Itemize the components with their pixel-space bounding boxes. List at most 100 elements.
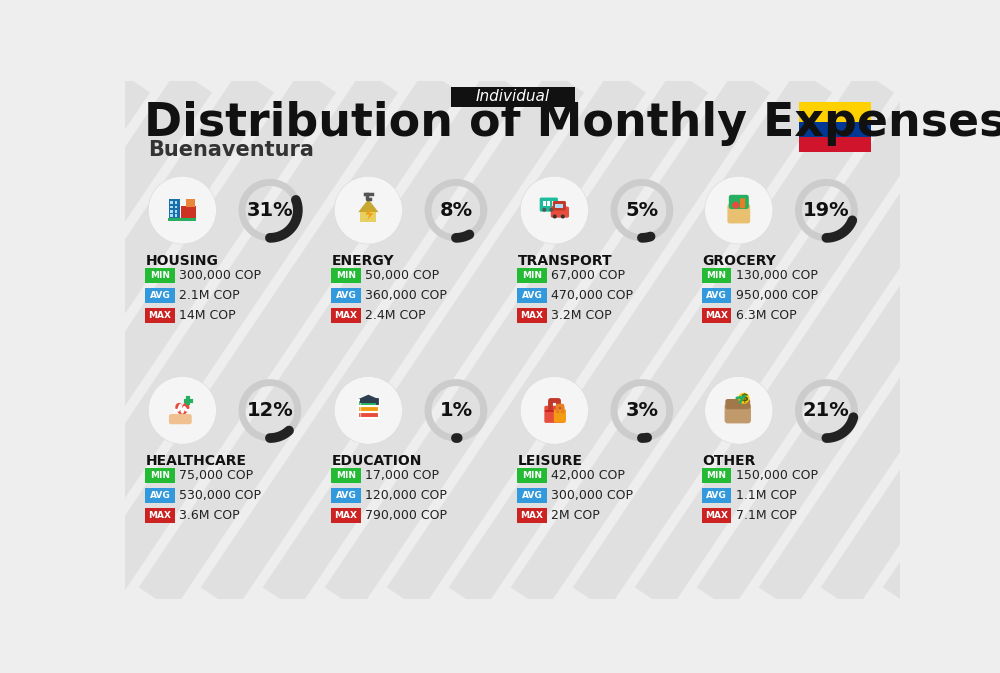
- Text: 950,000 COP: 950,000 COP: [736, 289, 818, 302]
- FancyBboxPatch shape: [170, 210, 173, 213]
- Text: $: $: [740, 393, 748, 403]
- Text: 2.1M COP: 2.1M COP: [179, 289, 240, 302]
- Text: HEALTHCARE: HEALTHCARE: [146, 454, 247, 468]
- FancyBboxPatch shape: [358, 400, 379, 406]
- Text: MAX: MAX: [705, 311, 728, 320]
- Text: 75,000 COP: 75,000 COP: [179, 469, 253, 483]
- FancyBboxPatch shape: [799, 122, 871, 137]
- Text: 19%: 19%: [803, 201, 850, 219]
- Text: 21%: 21%: [803, 401, 850, 420]
- Text: MAX: MAX: [334, 511, 357, 520]
- Text: MIN: MIN: [522, 271, 542, 280]
- Polygon shape: [358, 394, 378, 399]
- Text: 300,000 COP: 300,000 COP: [179, 269, 261, 282]
- FancyBboxPatch shape: [727, 204, 750, 223]
- FancyBboxPatch shape: [145, 288, 175, 303]
- FancyBboxPatch shape: [517, 269, 547, 283]
- Text: MIN: MIN: [522, 471, 542, 481]
- FancyBboxPatch shape: [331, 269, 361, 283]
- Circle shape: [738, 393, 749, 404]
- Text: AVG: AVG: [706, 291, 727, 300]
- Circle shape: [542, 208, 546, 212]
- Text: GROCERY: GROCERY: [702, 254, 776, 268]
- FancyBboxPatch shape: [331, 288, 361, 303]
- FancyBboxPatch shape: [799, 137, 871, 152]
- FancyBboxPatch shape: [702, 489, 731, 503]
- FancyBboxPatch shape: [331, 489, 361, 503]
- Circle shape: [705, 376, 773, 444]
- Text: 31%: 31%: [247, 201, 293, 219]
- FancyBboxPatch shape: [175, 205, 177, 209]
- FancyBboxPatch shape: [169, 199, 180, 218]
- FancyBboxPatch shape: [702, 509, 731, 523]
- Text: EDUCATION: EDUCATION: [332, 454, 422, 468]
- FancyBboxPatch shape: [554, 409, 566, 423]
- Circle shape: [148, 376, 216, 444]
- FancyBboxPatch shape: [555, 203, 563, 208]
- Polygon shape: [175, 403, 189, 419]
- FancyBboxPatch shape: [170, 201, 173, 204]
- FancyBboxPatch shape: [331, 468, 361, 483]
- Text: AVG: AVG: [522, 291, 542, 300]
- Text: 17,000 COP: 17,000 COP: [365, 469, 439, 483]
- FancyBboxPatch shape: [729, 194, 749, 209]
- FancyBboxPatch shape: [360, 399, 377, 402]
- Text: 12%: 12%: [247, 401, 293, 420]
- Text: 8%: 8%: [439, 201, 472, 219]
- FancyBboxPatch shape: [331, 509, 361, 523]
- Text: MAX: MAX: [334, 311, 357, 320]
- Text: 120,000 COP: 120,000 COP: [365, 489, 447, 502]
- FancyBboxPatch shape: [725, 399, 750, 409]
- Text: MAX: MAX: [148, 511, 171, 520]
- Circle shape: [334, 176, 402, 244]
- FancyBboxPatch shape: [702, 288, 731, 303]
- FancyBboxPatch shape: [186, 199, 195, 207]
- FancyBboxPatch shape: [702, 468, 731, 483]
- Text: AVG: AVG: [706, 491, 727, 500]
- FancyBboxPatch shape: [540, 198, 558, 212]
- Text: HOUSING: HOUSING: [146, 254, 219, 268]
- FancyBboxPatch shape: [702, 308, 731, 323]
- Text: AVG: AVG: [336, 291, 356, 300]
- Text: Distribution of Monthly Expenses: Distribution of Monthly Expenses: [144, 100, 1000, 145]
- Text: 2M COP: 2M COP: [551, 509, 600, 522]
- FancyBboxPatch shape: [145, 509, 175, 523]
- FancyBboxPatch shape: [799, 102, 871, 122]
- Text: AVG: AVG: [150, 491, 170, 500]
- Text: AVG: AVG: [336, 491, 356, 500]
- Text: Buenaventura: Buenaventura: [148, 140, 314, 160]
- Text: 5%: 5%: [625, 201, 658, 219]
- Text: MIN: MIN: [706, 471, 726, 481]
- FancyBboxPatch shape: [175, 201, 177, 204]
- Text: 1.1M COP: 1.1M COP: [736, 489, 796, 502]
- FancyBboxPatch shape: [551, 207, 569, 217]
- Circle shape: [148, 176, 216, 244]
- Circle shape: [561, 215, 565, 219]
- Text: 130,000 COP: 130,000 COP: [736, 269, 818, 282]
- Text: 3.6M COP: 3.6M COP: [179, 509, 240, 522]
- FancyBboxPatch shape: [543, 201, 546, 206]
- FancyBboxPatch shape: [169, 414, 192, 424]
- Text: 3%: 3%: [625, 401, 658, 420]
- FancyBboxPatch shape: [740, 199, 745, 208]
- FancyBboxPatch shape: [547, 201, 550, 206]
- FancyBboxPatch shape: [175, 210, 177, 213]
- Polygon shape: [358, 199, 378, 212]
- FancyBboxPatch shape: [175, 214, 177, 217]
- Text: AVG: AVG: [150, 291, 170, 300]
- Polygon shape: [365, 208, 373, 220]
- FancyBboxPatch shape: [145, 489, 175, 503]
- FancyBboxPatch shape: [544, 406, 564, 423]
- Text: 6.3M COP: 6.3M COP: [736, 309, 796, 322]
- FancyBboxPatch shape: [450, 87, 574, 107]
- Circle shape: [520, 376, 588, 444]
- FancyBboxPatch shape: [168, 218, 196, 221]
- Text: 2.4M COP: 2.4M COP: [365, 309, 426, 322]
- Text: 67,000 COP: 67,000 COP: [551, 269, 625, 282]
- FancyBboxPatch shape: [360, 212, 376, 221]
- Text: ENERGY: ENERGY: [332, 254, 395, 268]
- Text: 3.2M COP: 3.2M COP: [551, 309, 612, 322]
- Circle shape: [334, 376, 402, 444]
- Text: MIN: MIN: [150, 271, 170, 280]
- FancyBboxPatch shape: [358, 412, 379, 418]
